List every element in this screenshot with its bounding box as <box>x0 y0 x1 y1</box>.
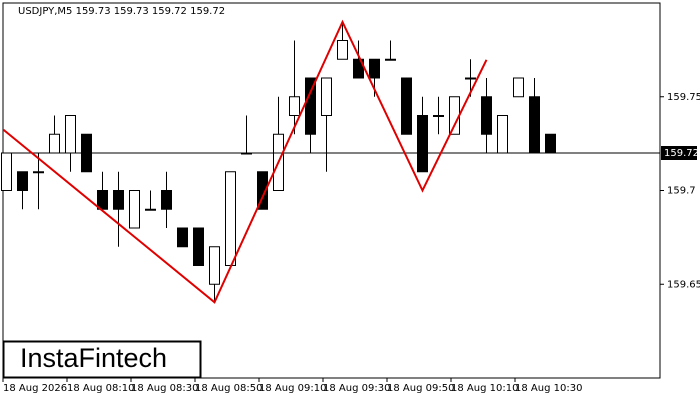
candle-body <box>33 171 44 174</box>
x-tick-label: 18 Aug 2026 <box>3 383 67 394</box>
x-tick-label: 18 Aug 10:30 <box>515 383 582 394</box>
y-tick-label: 159.65 <box>667 279 700 290</box>
candle-body <box>369 58 380 79</box>
candle-body <box>417 115 428 173</box>
candle-body <box>177 227 188 248</box>
x-tick-label: 18 Aug 08:10 <box>67 383 134 394</box>
candle-body <box>193 227 204 266</box>
current-price-box <box>661 146 697 160</box>
candle-body <box>161 190 172 210</box>
candle-body <box>449 96 460 135</box>
x-tick-label: 18 Aug 09:50 <box>387 383 454 394</box>
candle-body <box>1 152 12 191</box>
candle-body <box>209 246 220 285</box>
pattern-line <box>2 19 488 304</box>
candle-body <box>513 77 524 98</box>
candle-body <box>113 190 124 210</box>
candle-body <box>401 77 412 135</box>
x-tick-label: 18 Aug 08:50 <box>195 383 262 394</box>
candle-body <box>145 208 156 211</box>
candle-body <box>433 115 444 117</box>
plot-frame <box>2 2 661 379</box>
candle-body <box>289 96 300 116</box>
candle-body <box>17 171 28 191</box>
logo: InstaFintech <box>20 343 167 373</box>
y-tick-label: 159.75 <box>667 92 700 103</box>
candle-body <box>129 190 140 229</box>
candle-body <box>305 77 316 135</box>
chart-title: USDJPY,M5 159.73 159.73 159.72 159.72 <box>18 6 225 17</box>
candle-body <box>337 40 348 60</box>
logo-box <box>2 340 202 379</box>
candle-body <box>353 58 364 79</box>
candle-body <box>385 58 396 61</box>
candle-body <box>481 96 492 135</box>
candle-body <box>97 190 108 210</box>
x-tick-label: 18 Aug 09:10 <box>259 383 326 394</box>
candle-body <box>65 115 76 154</box>
candle-body <box>257 171 268 210</box>
y-tick-label: 159.7 <box>667 186 696 197</box>
candle-body <box>545 133 556 154</box>
candle-body <box>529 96 540 154</box>
x-tick-label: 18 Aug 08:30 <box>131 383 198 394</box>
x-tick-label: 18 Aug 10:10 <box>451 383 518 394</box>
candle-body <box>465 77 476 80</box>
candle-body <box>225 171 236 266</box>
candle-body <box>497 115 508 154</box>
x-tick-label: 18 Aug 09:30 <box>323 383 390 394</box>
current-price-label: 159.72 <box>664 148 699 159</box>
candle-body <box>321 77 332 116</box>
candle-body <box>49 133 60 154</box>
